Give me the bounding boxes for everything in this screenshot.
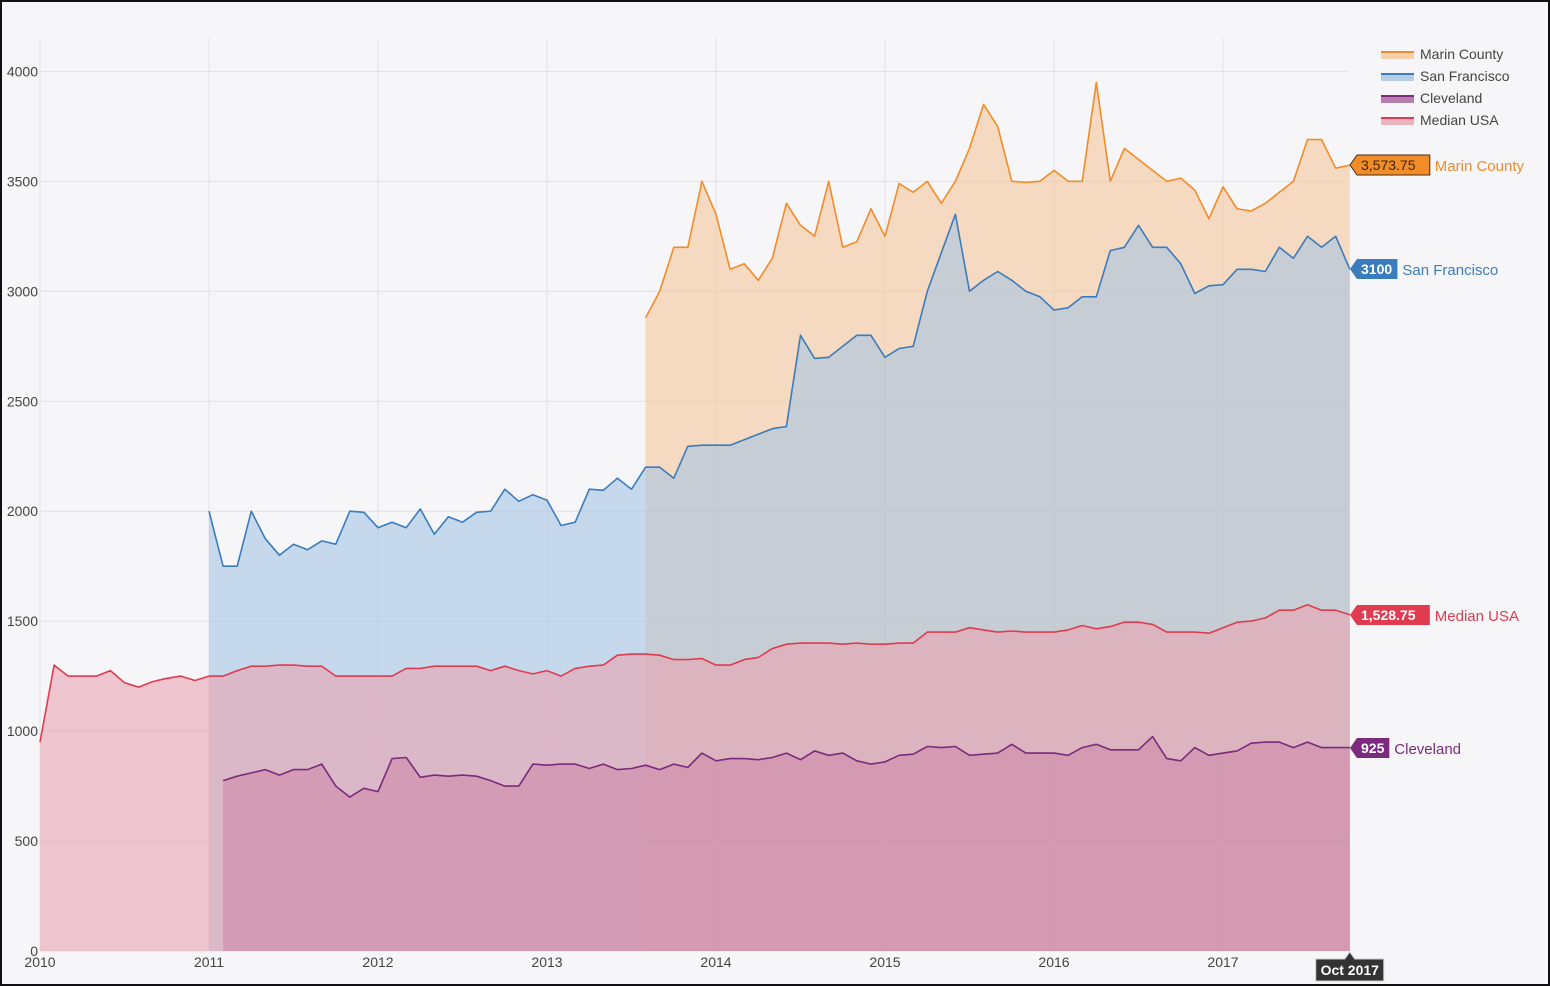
- y-tick-label: 4000: [7, 63, 38, 79]
- x-tick-label: 2016: [1038, 954, 1069, 970]
- legend-item-2[interactable]: Cleveland: [1381, 90, 1482, 106]
- hover-x-text: Oct 2017: [1321, 962, 1380, 978]
- end-label-value: 3,573.75: [1361, 157, 1416, 173]
- end-label-0: 3,573.75 Marin County: [1349, 154, 1525, 176]
- series-line-1[interactable]: [208, 213, 1351, 567]
- end-label-series-name: Median USA: [1435, 608, 1519, 625]
- series-area-3: [40, 604, 1350, 951]
- legend-swatch-fill: [1381, 74, 1414, 81]
- end-label-value: 1,528.75: [1361, 607, 1416, 623]
- legend-item-3[interactable]: Median USA: [1381, 112, 1499, 128]
- end-label-box: [1350, 605, 1430, 625]
- series-line-2[interactable]: [222, 735, 1350, 798]
- axis-tick-labels: 0 500 1000 1500 2000 2500 3000 3500 4000 2010 2011…: [7, 63, 1239, 970]
- end-labels: 3,573.75 Marin County 3100 San Francisco 925…: [1349, 154, 1525, 758]
- x-tick-label: 2012: [362, 954, 393, 970]
- y-tick-label: 2000: [7, 503, 38, 519]
- end-label-3: 1,528.75 Median USA: [1350, 605, 1519, 625]
- y-tick-label: 1000: [7, 723, 38, 739]
- x-tick-label: 2014: [700, 954, 731, 970]
- end-label-series-name: San Francisco: [1402, 262, 1498, 279]
- end-label-2: 925 Cleveland: [1350, 738, 1461, 758]
- x-tick-label: 2010: [24, 954, 55, 970]
- end-label-box: [1350, 738, 1390, 758]
- y-tick-label: 2500: [7, 393, 38, 409]
- end-label-value: 925: [1361, 740, 1385, 756]
- x-tick-label: 2017: [1207, 954, 1238, 970]
- series-areas: [40, 82, 1350, 952]
- legend-label: San Francisco: [1420, 68, 1510, 84]
- y-tick-label: 500: [15, 833, 39, 849]
- legend-label: Cleveland: [1420, 90, 1482, 106]
- y-tick-label: 0: [30, 943, 38, 959]
- legend[interactable]: Marin County San Francisco Cleveland Median…: [1381, 46, 1510, 128]
- x-tick-label: 2011: [194, 954, 224, 970]
- hover-x-box: [1315, 951, 1385, 982]
- legend-swatch-fill: [1381, 96, 1414, 103]
- y-tick-label: 3500: [7, 173, 38, 189]
- hover-x-label: Oct 2017: [1315, 951, 1385, 982]
- legend-item-1[interactable]: San Francisco: [1381, 68, 1510, 84]
- end-label-series-name: Cleveland: [1394, 741, 1461, 758]
- end-label-1: 3100 San Francisco: [1350, 259, 1498, 279]
- end-label-box: [1349, 154, 1431, 176]
- legend-label: Median USA: [1420, 112, 1499, 128]
- legend-swatch-fill: [1381, 52, 1414, 59]
- legend-item-0[interactable]: Marin County: [1381, 46, 1503, 62]
- end-label-value: 3100: [1361, 261, 1392, 277]
- hover-x-tooltip: Oct 2017: [1315, 951, 1385, 982]
- series-line-3[interactable]: [39, 603, 1351, 743]
- x-tick-label: 2013: [531, 954, 562, 970]
- legend-label: Marin County: [1420, 46, 1503, 62]
- x-tick-label: 2015: [869, 954, 900, 970]
- series-lines: [39, 81, 1351, 798]
- end-label-series-name: Marin County: [1435, 158, 1525, 175]
- legend-swatch-fill: [1381, 118, 1414, 125]
- y-tick-label: 1500: [7, 613, 38, 629]
- y-tick-label: 3000: [7, 283, 38, 299]
- series-line-0[interactable]: [644, 81, 1350, 319]
- end-label-box: [1350, 259, 1398, 279]
